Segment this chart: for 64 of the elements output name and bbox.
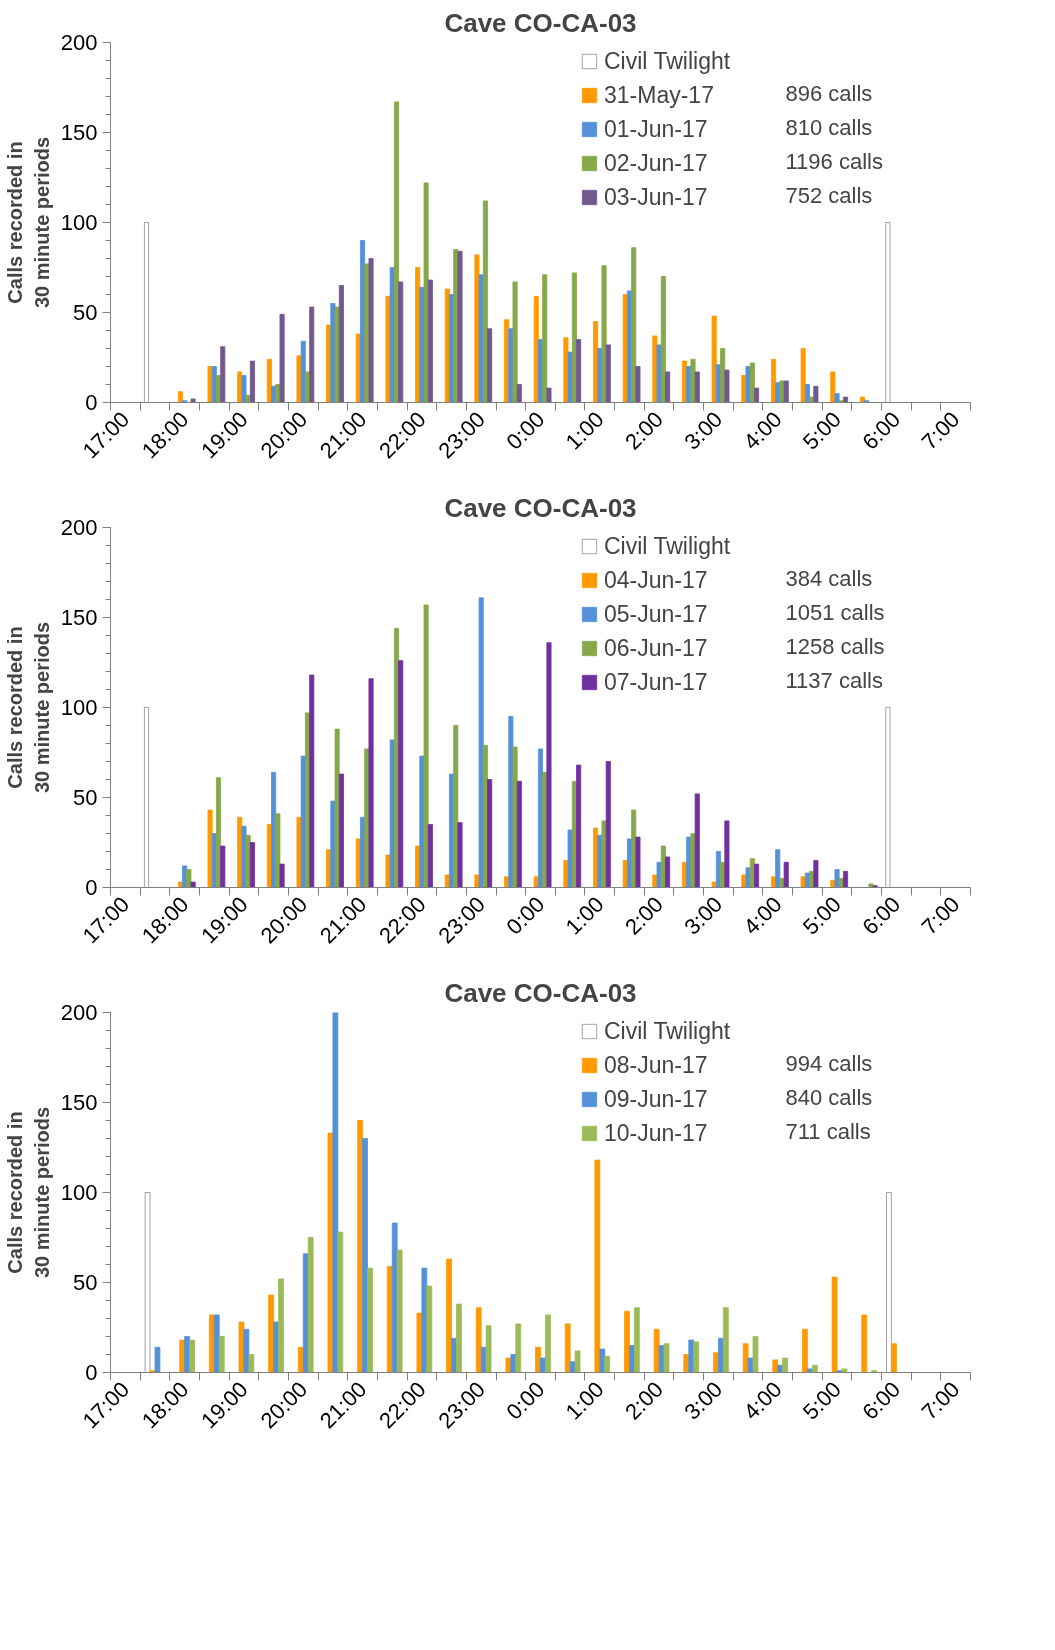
y-tick-label: 100 — [60, 210, 98, 235]
annotation: 1196 calls — [785, 149, 883, 174]
annotation: 994 calls — [785, 1051, 873, 1076]
x-tick-label: 7:00 — [916, 406, 965, 455]
x-tick-label: 7:00 — [916, 1376, 965, 1425]
y-tick-label: 200 — [60, 1000, 98, 1025]
chart-title: Cave CO-CA-03 — [444, 492, 637, 523]
y-tick-label: 0 — [85, 1360, 98, 1385]
x-tick-label: 7:00 — [916, 891, 965, 940]
y-tick-label: 100 — [60, 1180, 98, 1205]
annotation: 384 calls — [785, 566, 873, 591]
x-tick-label: 3:00 — [679, 1376, 728, 1425]
y-tick-label: 200 — [60, 515, 98, 540]
legend-label: Civil Twilight — [604, 1016, 731, 1046]
legend-label: 10-Jun-17 — [604, 1118, 708, 1148]
x-tick-label: 5:00 — [797, 891, 846, 940]
y-tick-label: 100 — [60, 695, 98, 720]
x-tick-label: 6:00 — [857, 891, 906, 940]
legend-label: 02-Jun-17 — [604, 148, 708, 178]
y-axis-title: Calls recorded in 30 minute periods — [4, 1106, 53, 1279]
y-tick-label: 150 — [60, 605, 98, 630]
x-tick-label: 4:00 — [738, 1376, 787, 1425]
y-axis-title: Calls recorded in 30 minute periods — [4, 136, 53, 309]
legend-label: 05-Jun-17 — [604, 599, 708, 629]
y-tick-label: 200 — [60, 30, 98, 55]
x-tick-label: 3:00 — [679, 406, 728, 455]
legend-label: Civil Twilight — [604, 531, 731, 561]
x-tick-label: 3:00 — [679, 891, 728, 940]
annotation: 896 calls — [785, 81, 873, 106]
x-tick-label: 0:00 — [501, 1376, 550, 1425]
legend-label: 07-Jun-17 — [604, 667, 708, 697]
x-tick-label: 0:00 — [501, 406, 550, 455]
y-axis-title: Calls recorded in 30 minute periods — [4, 621, 53, 794]
annotation: 711 calls — [785, 1119, 871, 1144]
x-tick-label: 6:00 — [857, 1376, 906, 1425]
y-tick-label: 0 — [85, 875, 98, 900]
legend-label: 01-Jun-17 — [604, 114, 708, 144]
legend-label: 03-Jun-17 — [604, 182, 708, 212]
chart-title: Cave CO-CA-03 — [444, 977, 637, 1008]
y-tick-label: 50 — [73, 300, 98, 325]
x-tick-label: 6:00 — [857, 406, 906, 455]
y-tick-label: 50 — [73, 1270, 98, 1295]
y-tick-label: 150 — [60, 120, 98, 145]
legend-label: 31-May-17 — [604, 80, 714, 110]
legend-label: 09-Jun-17 — [604, 1084, 708, 1114]
annotation: 1137 calls — [785, 668, 883, 693]
y-tick-label: 50 — [73, 785, 98, 810]
x-tick-label: 5:00 — [797, 1376, 846, 1425]
x-tick-label: 4:00 — [738, 891, 787, 940]
annotation: 1258 calls — [785, 634, 885, 659]
legend-label: 08-Jun-17 — [604, 1050, 708, 1080]
chart-title: Cave CO-CA-03 — [444, 7, 637, 38]
legend-label: 06-Jun-17 — [604, 633, 708, 663]
legend-label: 04-Jun-17 — [604, 565, 708, 595]
x-tick-label: 0:00 — [501, 891, 550, 940]
annotation: 810 calls — [785, 115, 873, 140]
annotation: 752 calls — [785, 183, 873, 208]
annotation: 840 calls — [785, 1085, 873, 1110]
y-tick-label: 150 — [60, 1090, 98, 1115]
x-tick-label: 4:00 — [738, 406, 787, 455]
annotation: 1051 calls — [785, 600, 885, 625]
y-tick-label: 0 — [85, 390, 98, 415]
x-tick-label: 5:00 — [797, 406, 846, 455]
legend-label: Civil Twilight — [604, 46, 731, 76]
